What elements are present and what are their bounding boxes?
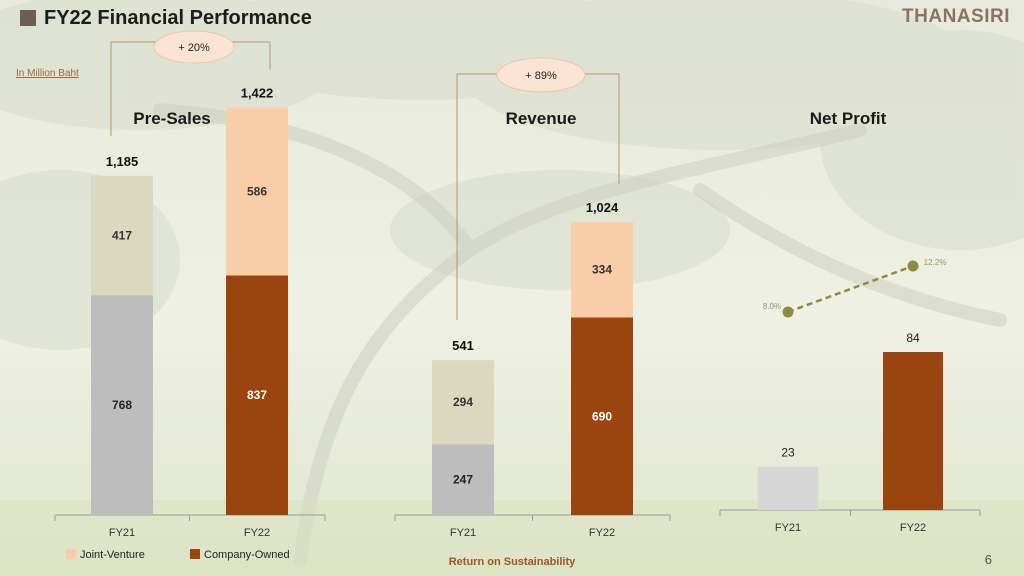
- category-label: FY21: [450, 527, 476, 539]
- category-label: FY22: [244, 527, 270, 539]
- margin-point: [782, 306, 794, 318]
- total-label: 1,185: [106, 154, 139, 169]
- category-label: FY21: [109, 527, 135, 539]
- net-profit-margin-line: [787, 264, 914, 314]
- bar-company-owned: [226, 275, 288, 515]
- title-block: FY22 Financial Performance: [20, 6, 312, 30]
- footer-tagline: Return on Sustainability: [448, 556, 576, 568]
- data-label-joint-venture: 294: [453, 395, 473, 409]
- bar-joint-venture: [226, 107, 288, 276]
- legend-label: Joint-Venture: [80, 549, 145, 561]
- panel-title: Revenue: [506, 109, 577, 128]
- data-label-joint-venture: 586: [247, 185, 267, 199]
- unit-note: In Million Baht: [16, 68, 79, 79]
- company-logo: THANASIRI: [902, 6, 1010, 27]
- category-label: FY22: [900, 522, 926, 534]
- data-label-joint-venture: 334: [592, 263, 612, 277]
- growth-bubble: [496, 57, 586, 93]
- bar-net-profit: [883, 352, 943, 510]
- total-label: 1,422: [241, 86, 274, 101]
- data-label-company-owned: 768: [112, 398, 132, 412]
- data-label-company-owned: 690: [592, 409, 612, 423]
- margin-point: [907, 260, 919, 272]
- growth-bubble: [153, 30, 235, 64]
- total-label: 541: [452, 338, 474, 353]
- legend-swatch: [66, 549, 76, 559]
- legend-swatch: [190, 549, 200, 559]
- bar-net-profit: [758, 466, 818, 510]
- title-square-icon: [20, 10, 36, 26]
- bar-joint-venture: [432, 360, 494, 445]
- growth-label: + 20%: [178, 42, 210, 54]
- page-number: 6: [984, 552, 992, 567]
- category-label: FY22: [589, 527, 615, 539]
- bar-joint-venture: [91, 175, 153, 296]
- data-label-company-owned: 247: [453, 473, 473, 487]
- bar-company-owned: [432, 444, 494, 515]
- margin-label: 8.0%: [763, 302, 781, 311]
- total-label: 1,024: [586, 200, 619, 215]
- panel-title: Pre-Sales: [133, 109, 211, 128]
- panel-title: Net Profit: [810, 109, 887, 128]
- data-label-net-profit: 84: [906, 331, 920, 345]
- data-label-joint-venture: 417: [112, 229, 132, 243]
- growth-label: + 89%: [525, 70, 557, 82]
- bar-company-owned: [571, 317, 633, 515]
- margin-label: 12.2%: [924, 258, 947, 267]
- bar-company-owned: [91, 295, 153, 515]
- category-label: FY21: [775, 522, 801, 534]
- legend-label: Company-Owned: [204, 549, 290, 561]
- data-label-net-profit: 23: [781, 446, 795, 460]
- page-title: FY22 Financial Performance: [44, 6, 312, 29]
- data-label-company-owned: 837: [247, 388, 267, 402]
- bar-joint-venture: [571, 221, 633, 318]
